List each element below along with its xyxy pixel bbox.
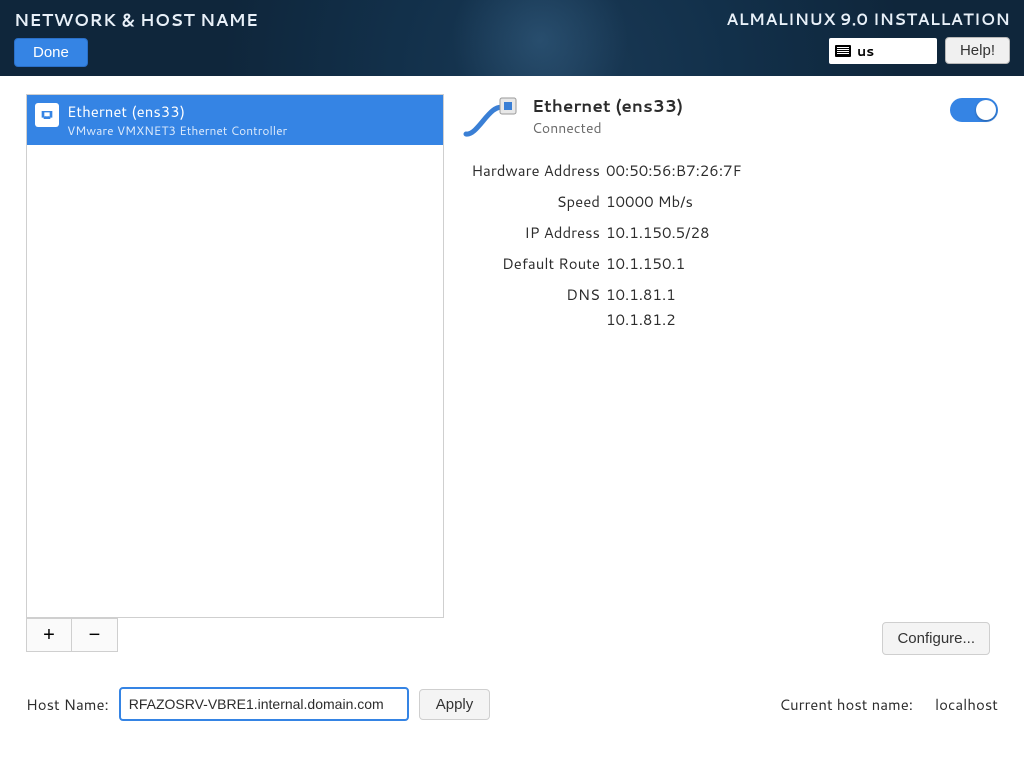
connection-toggle[interactable]: [950, 98, 998, 122]
hw-address-label: Hardware Address: [460, 160, 600, 181]
ethernet-plug-icon: [35, 103, 59, 127]
device-list-item[interactable]: Ethernet (ens33) VMware VMXNET3 Ethernet…: [27, 95, 443, 145]
keyboard-layout-label: us: [857, 41, 874, 61]
ip-address-label: IP Address: [460, 222, 600, 243]
add-device-button[interactable]: +: [26, 618, 72, 652]
speed-label: Speed: [460, 191, 600, 212]
done-button[interactable]: Done: [14, 38, 88, 67]
default-route-label: Default Route: [460, 253, 600, 274]
remove-device-button[interactable]: −: [72, 618, 118, 652]
apply-hostname-button[interactable]: Apply: [419, 689, 491, 720]
detail-header: Ethernet (ens33) Connected: [460, 94, 998, 142]
default-route-value: 10.1.150.1: [606, 253, 998, 274]
hostname-input[interactable]: [119, 687, 409, 721]
hostname-row: Host Name: Apply Current host name: loca…: [26, 684, 998, 724]
keyboard-icon: [835, 45, 851, 57]
detail-title-block: Ethernet (ens33) Connected: [532, 94, 683, 138]
page-body: Ethernet (ens33) VMware VMXNET3 Ethernet…: [0, 76, 1024, 767]
installer-header: NETWORK & HOST NAME Done ALMALINUX 9.0 I…: [0, 0, 1024, 76]
network-device-list[interactable]: Ethernet (ens33) VMware VMXNET3 Ethernet…: [26, 94, 444, 618]
current-hostname-label: Current host name:: [779, 694, 913, 715]
speed-value: 10000 Mb/s: [606, 191, 998, 212]
header-left: NETWORK & HOST NAME Done: [14, 8, 258, 67]
dns-value-1: 10.1.81.1: [606, 284, 998, 305]
hw-address-value: 00:50:56:B7:26:7F: [606, 160, 998, 181]
device-list-buttons: + −: [26, 618, 118, 652]
page-title: NETWORK & HOST NAME: [14, 8, 258, 32]
header-right: ALMALINUX 9.0 INSTALLATION us Help!: [726, 8, 1010, 64]
dns-label: DNS: [460, 284, 600, 305]
detail-properties: Hardware Address 00:50:56:B7:26:7F Speed…: [460, 160, 998, 330]
ethernet-cable-icon: [460, 94, 520, 142]
help-button[interactable]: Help!: [945, 37, 1010, 64]
detail-title: Ethernet (ens33): [532, 94, 683, 118]
dns-value-2: 10.1.81.2: [606, 309, 998, 330]
detail-status: Connected: [532, 118, 683, 138]
device-detail-panel: Ethernet (ens33) Connected Hardware Addr…: [460, 94, 998, 330]
device-text: Ethernet (ens33) VMware VMXNET3 Ethernet…: [67, 101, 287, 139]
keyboard-layout-selector[interactable]: us: [829, 38, 937, 64]
configure-button[interactable]: Configure...: [882, 622, 990, 655]
current-hostname-value: localhost: [935, 694, 998, 715]
ip-address-value: 10.1.150.5/28: [606, 222, 998, 243]
hostname-label: Host Name:: [26, 694, 109, 715]
device-description: VMware VMXNET3 Ethernet Controller: [67, 122, 287, 139]
device-name: Ethernet (ens33): [67, 101, 287, 122]
installer-title: ALMALINUX 9.0 INSTALLATION: [726, 8, 1010, 31]
header-controls: us Help!: [829, 37, 1010, 64]
current-hostname: Current host name: localhost: [779, 694, 998, 715]
